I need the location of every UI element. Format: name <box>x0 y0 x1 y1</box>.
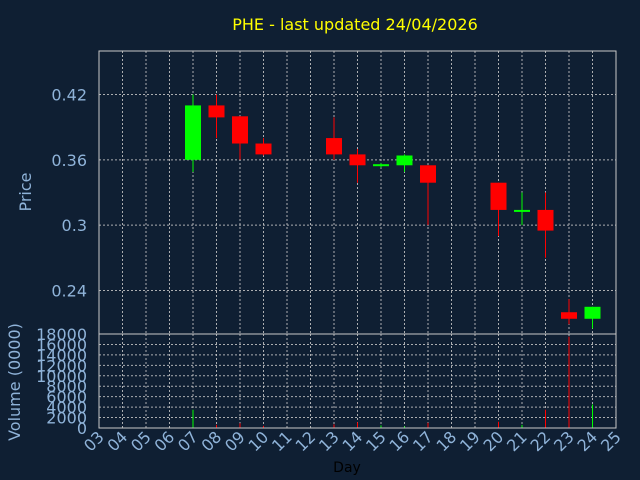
candle-body <box>255 143 272 155</box>
candle-body <box>420 165 436 183</box>
volume-axis-label: Volume (0000) <box>5 323 24 441</box>
candle-body <box>373 164 389 167</box>
volume-tick-label: 4000 <box>46 398 87 417</box>
price-axis-label: Price <box>16 172 35 211</box>
volume-tick-label: 12000 <box>36 356 87 375</box>
candle-body <box>561 312 577 319</box>
volume-tick-label: 2000 <box>46 409 87 428</box>
candle-body <box>232 116 248 144</box>
volume-tick-label: 14000 <box>36 346 87 365</box>
candle-body <box>208 105 225 118</box>
price-tick-label: 0.24 <box>51 281 87 300</box>
price-panel: 0.24 0.3 0.36 0.42 <box>51 50 617 335</box>
price-tick-label: 0.36 <box>51 151 87 170</box>
price-tick-label: 0.42 <box>51 86 87 105</box>
candle-body <box>185 105 201 160</box>
volume-tick-label: 18000 <box>36 325 87 344</box>
volume-panel: 0200040006000800010000120001400016000180… <box>36 325 617 438</box>
candle-body <box>490 182 507 210</box>
volume-tick-label: 10000 <box>36 367 87 386</box>
candle-body <box>584 306 601 319</box>
x-axis-label: Day <box>333 460 361 476</box>
price-tick-label: 0.3 <box>62 216 87 235</box>
volume-tick-label: 6000 <box>46 388 87 407</box>
volume-panel-frame <box>98 333 617 429</box>
candle-body <box>514 209 530 212</box>
volume-tick-label: 8000 <box>46 377 87 396</box>
chart-title: PHE - last updated 24/04/2026 <box>232 15 478 34</box>
candle-body <box>326 138 342 155</box>
candle-body <box>349 154 366 166</box>
volume-tick-label: 0 <box>77 419 87 438</box>
volume-tick-label: 16000 <box>36 335 87 354</box>
candle-body <box>537 209 554 231</box>
x-ticks: 0304050607080910111213141516171819202122… <box>80 427 625 455</box>
candle-body <box>396 155 413 166</box>
x-tick-label: 25 <box>597 427 625 455</box>
